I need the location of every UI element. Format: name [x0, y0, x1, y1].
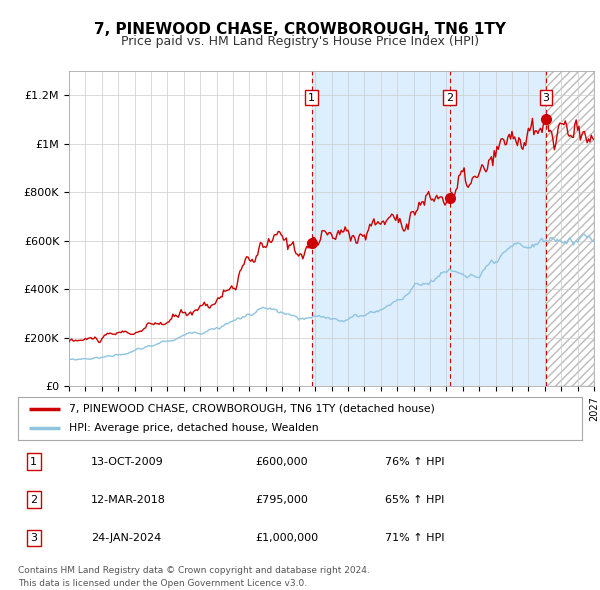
Text: £600,000: £600,000 — [255, 457, 308, 467]
Bar — [546, 71, 594, 386]
Text: 2: 2 — [446, 93, 453, 103]
Text: This data is licensed under the Open Government Licence v3.0.: This data is licensed under the Open Gov… — [18, 579, 307, 588]
Text: 2: 2 — [30, 495, 37, 504]
Text: 3: 3 — [542, 93, 550, 103]
Bar — [311, 71, 546, 386]
Text: 1: 1 — [308, 93, 315, 103]
Text: 76% ↑ HPI: 76% ↑ HPI — [385, 457, 444, 467]
Text: £795,000: £795,000 — [255, 495, 308, 504]
Text: HPI: Average price, detached house, Wealden: HPI: Average price, detached house, Weal… — [69, 423, 319, 433]
Text: Price paid vs. HM Land Registry's House Price Index (HPI): Price paid vs. HM Land Registry's House … — [121, 35, 479, 48]
Text: 3: 3 — [30, 533, 37, 543]
Text: 1: 1 — [30, 457, 37, 467]
Text: 65% ↑ HPI: 65% ↑ HPI — [385, 495, 444, 504]
Text: Contains HM Land Registry data © Crown copyright and database right 2024.: Contains HM Land Registry data © Crown c… — [18, 566, 370, 575]
Text: 24-JAN-2024: 24-JAN-2024 — [91, 533, 161, 543]
Text: 7, PINEWOOD CHASE, CROWBOROUGH, TN6 1TY: 7, PINEWOOD CHASE, CROWBOROUGH, TN6 1TY — [94, 22, 506, 37]
Text: £1,000,000: £1,000,000 — [255, 533, 318, 543]
Text: 7, PINEWOOD CHASE, CROWBOROUGH, TN6 1TY (detached house): 7, PINEWOOD CHASE, CROWBOROUGH, TN6 1TY … — [69, 404, 434, 414]
Text: 13-OCT-2009: 13-OCT-2009 — [91, 457, 164, 467]
Text: 71% ↑ HPI: 71% ↑ HPI — [385, 533, 444, 543]
Text: 12-MAR-2018: 12-MAR-2018 — [91, 495, 166, 504]
